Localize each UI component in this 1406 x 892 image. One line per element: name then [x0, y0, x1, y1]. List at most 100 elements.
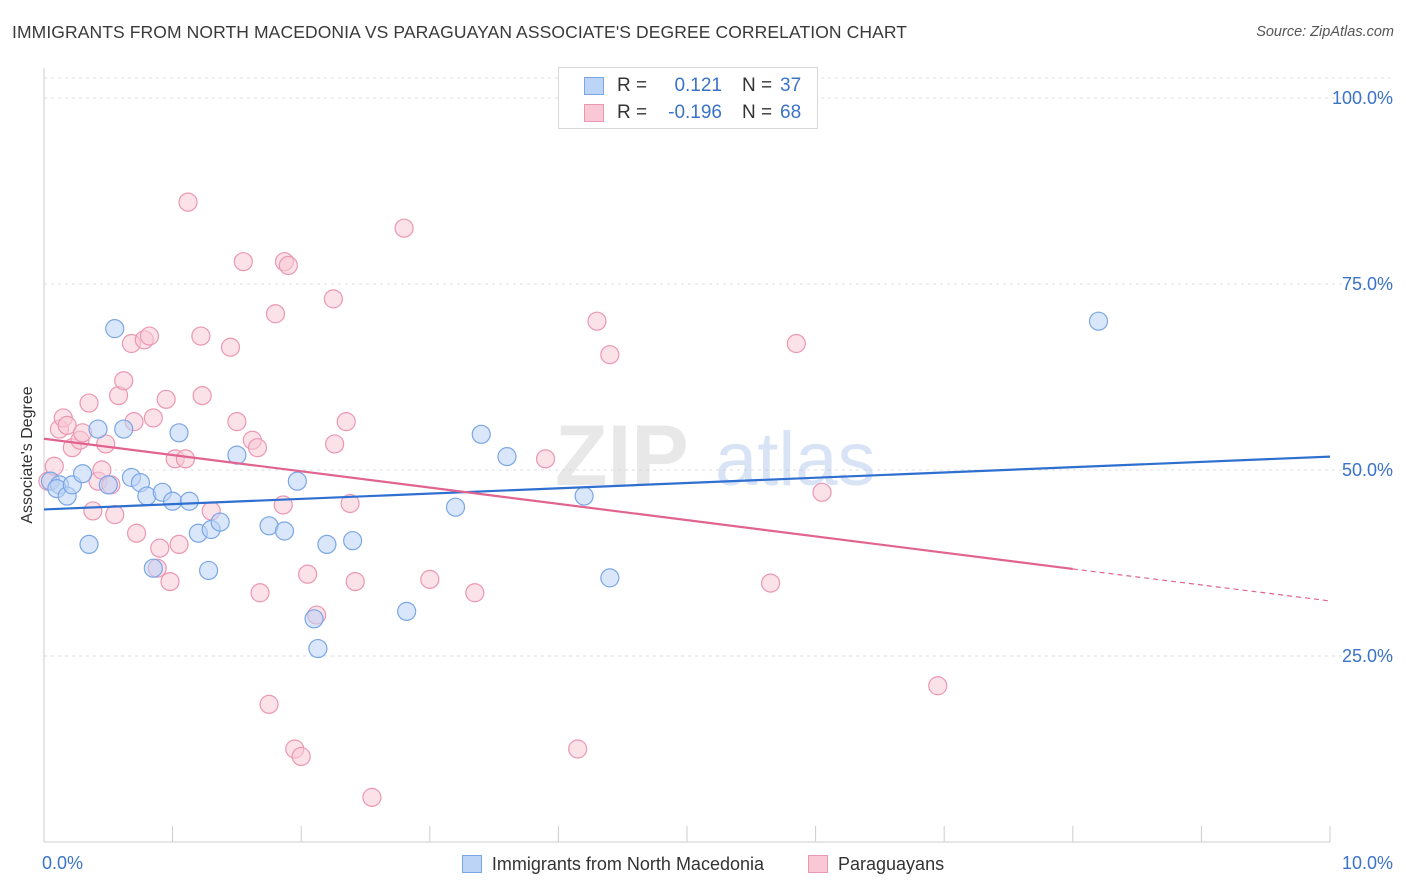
legend-label-macedonia: Immigrants from North Macedonia	[491, 853, 764, 874]
macedonia-point	[105, 319, 125, 339]
legend-swatch-pink	[584, 104, 604, 122]
paraguayan-point	[83, 501, 103, 521]
legend-swatch-pink	[808, 855, 828, 873]
macedonia-point	[574, 486, 594, 506]
macedonia-point	[72, 464, 93, 484]
y-tick-label: 100.0%	[1332, 88, 1393, 108]
paraguayan-point	[143, 408, 163, 428]
paraguayan-point	[587, 311, 607, 331]
n-value: 68	[780, 102, 802, 123]
macedonia-point	[287, 471, 307, 491]
paraguayan-point	[160, 571, 180, 592]
macedonia-trend-line	[43, 455, 1331, 511]
paraguayan-point	[259, 694, 279, 714]
y-axis-label: Associate's Degree	[19, 386, 36, 524]
axes	[43, 68, 1331, 843]
paraguayan-point	[278, 255, 298, 275]
macedonia-point	[98, 475, 118, 495]
source-credit: Source: ZipAtlas.com	[1256, 24, 1394, 40]
legend-item-macedonia: Immigrants from North Macedonia	[461, 853, 764, 875]
paraguayan-point	[291, 746, 311, 767]
paraguayan-point	[325, 434, 345, 454]
legend-swatch-blue	[584, 77, 604, 95]
series-paraguayans-points	[38, 192, 948, 807]
macedonia-point	[343, 531, 363, 551]
macedonia-point	[308, 638, 328, 659]
paraguayan-point	[340, 493, 360, 514]
macedonia-point	[88, 419, 108, 439]
y-tick-label: 25.0%	[1342, 646, 1393, 666]
paraguayan-point	[57, 415, 77, 435]
series-legend: Immigrants from North Macedonia Paraguay…	[0, 851, 1406, 877]
legend-row-macedonia: R = 0.121 N = 37	[584, 73, 801, 99]
x-tick-label: 10.0%	[1342, 853, 1393, 873]
paraguayan-point	[233, 252, 253, 272]
macedonia-point	[169, 423, 189, 443]
paraguayan-point	[139, 326, 160, 346]
paraguayan-point	[126, 523, 147, 543]
macedonia-point	[179, 491, 199, 511]
paraguayan-point	[535, 449, 556, 469]
n-value: 37	[780, 75, 802, 96]
paraguayan-point	[79, 393, 99, 413]
paraguayan-point	[760, 573, 781, 593]
macedonia-point	[317, 534, 337, 555]
macedonia-point	[445, 497, 466, 517]
paraguayan-point	[928, 676, 948, 696]
r-value: -0.196	[668, 102, 722, 123]
macedonia-point	[163, 491, 183, 511]
watermark-zip: ZIP	[555, 408, 689, 504]
macedonia-point	[397, 601, 417, 621]
paraguayan-point	[420, 569, 440, 589]
paraguayan-point	[156, 389, 176, 409]
paraguayan-point	[96, 434, 116, 454]
macedonia-point	[304, 609, 324, 629]
chart-title: IMMIGRANTS FROM NORTH MACEDONIA VS PARAG…	[12, 22, 908, 42]
paraguayan-point	[568, 739, 588, 759]
paraguayan-point	[362, 787, 382, 807]
legend-label-paraguayans: Paraguayans	[838, 853, 945, 874]
paraguayan-point	[114, 371, 134, 391]
paraguayan-point	[323, 289, 343, 309]
paraguayan-trend-line	[43, 437, 1073, 571]
paraguayan-point	[220, 337, 241, 357]
paraguayan-point	[394, 218, 414, 238]
paraguayan-point	[298, 564, 318, 584]
r-label: R =	[617, 102, 648, 123]
macedonia-point	[143, 558, 163, 578]
tick-labels: 25.0% 50.0% 75.0% 100.0% 0.0% 10.0%	[42, 88, 1393, 873]
macedonia-point	[274, 521, 295, 541]
paraguayan-point	[265, 304, 286, 324]
macedonia-point	[497, 447, 517, 467]
paraguayan-point	[250, 583, 270, 603]
series-macedonia-points	[40, 311, 1109, 659]
macedonia-point	[1088, 311, 1109, 331]
paraguayan-point	[600, 345, 620, 365]
paraguayan-point	[178, 192, 198, 212]
paraguayan-point	[812, 482, 832, 502]
paraguayan-point	[150, 538, 170, 558]
n-label: N =	[742, 75, 773, 96]
correlation-legend: R = 0.121 N = 37 R = -0.196 N = 68	[558, 67, 818, 129]
gridlines	[44, 77, 1392, 657]
paraguayan-point	[227, 412, 247, 432]
legend-swatch-blue	[461, 855, 482, 873]
paraguayan-point	[192, 386, 212, 406]
paraguayan-point	[345, 571, 365, 592]
macedonia-point	[210, 512, 230, 532]
y-tick-label: 50.0%	[1342, 460, 1393, 480]
paraguayan-point	[247, 438, 268, 458]
macedonia-point	[600, 568, 620, 588]
paraguayan-point	[465, 583, 485, 603]
paraguayan-point	[105, 505, 125, 525]
paraguayan-point	[191, 326, 211, 346]
r-label: R =	[617, 75, 648, 96]
macedonia-point	[471, 424, 491, 444]
trend-lines	[43, 437, 1331, 602]
macedonia-point	[114, 419, 134, 439]
paraguayan-point	[169, 534, 189, 555]
y-tick-label: 75.0%	[1342, 274, 1393, 294]
paraguayan-point	[336, 412, 356, 432]
r-value: 0.121	[674, 75, 722, 96]
